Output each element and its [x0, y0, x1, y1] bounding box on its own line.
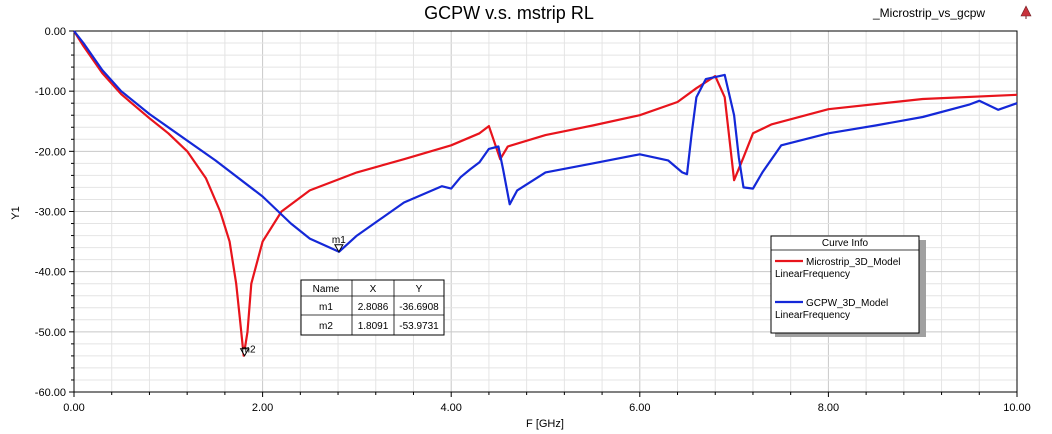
legend-entry-microstrip-sub: LinearFrequency: [775, 269, 850, 280]
marker-m2-label: m2: [242, 345, 256, 356]
series-microstrip-curve: [73, 30, 1018, 357]
pin-icon[interactable]: [1020, 5, 1032, 19]
legend-curve-info[interactable]: Curve Info Microstrip_3D_Model LinearFre…: [770, 235, 926, 337]
marker-table-header-name: Name: [313, 284, 340, 295]
plot-grid: [73, 30, 1018, 393]
y-tick-label: -50.00: [35, 327, 66, 339]
y-tick-label: -60.00: [35, 387, 66, 399]
legend-title: Curve Info: [822, 238, 869, 249]
x-axis-ticks: 0.00 2.00 4.00 6.00 8.00 10.00: [63, 392, 1031, 414]
marker-m1[interactable]: m1: [332, 235, 346, 253]
x-tick-label: 6.00: [629, 402, 650, 414]
marker-table-header-y: Y: [416, 284, 423, 295]
marker-m2[interactable]: m2: [239, 345, 256, 357]
marker-m1-triangle-icon: [333, 244, 344, 253]
marker-table[interactable]: Name X Y m1 2.8086 -36.6908 m2 1.8091 -5…: [300, 279, 445, 336]
legend-entry-gcpw-sub: LinearFrequency: [775, 310, 850, 321]
marker-table-header-x: X: [370, 284, 377, 295]
marker-table-row-m2-name: m2: [319, 321, 333, 332]
y-tick-label: -40.00: [35, 267, 66, 279]
marker-table-row-m2-x: 1.8091: [358, 321, 389, 332]
y-tick-label: -10.00: [35, 86, 66, 98]
x-tick-label: 0.00: [63, 402, 84, 414]
x-axis-label: F [GHz]: [526, 418, 564, 430]
legend-entry-gcpw-name: GCPW_3D_Model: [806, 298, 888, 309]
y-axis-ticks: 0.00 -10.00 -20.00 -30.00 -40.00 -50.00 -60.00: [35, 26, 74, 399]
x-tick-label: 8.00: [818, 402, 839, 414]
y-axis-label: Y1: [10, 206, 22, 219]
marker-table-row-m1-name: m1: [319, 302, 333, 313]
y-tick-label: -30.00: [35, 207, 66, 219]
legend-entry-microstrip-name: Microstrip_3D_Model: [806, 257, 900, 268]
x-tick-label: 2.00: [252, 402, 273, 414]
marker-table-row-m1-y: -36.6908: [399, 302, 439, 313]
marker-m1-label: m1: [332, 235, 346, 246]
x-tick-label: 4.00: [440, 402, 461, 414]
marker-table-row-m2-y: -53.9731: [399, 321, 439, 332]
project-label: _Microstrip_vs_gcpw: [872, 6, 985, 20]
chart-title: GCPW v.s. mstrip RL: [424, 3, 594, 23]
marker-m2-triangle-icon: [239, 348, 250, 357]
marker-table-row-m1-x: 2.8086: [358, 302, 389, 313]
y-tick-label: -20.00: [35, 146, 66, 158]
series-gcpw-curve: [73, 30, 1018, 253]
x-tick-label: 10.00: [1003, 402, 1031, 414]
y-tick-label: 0.00: [45, 26, 66, 38]
